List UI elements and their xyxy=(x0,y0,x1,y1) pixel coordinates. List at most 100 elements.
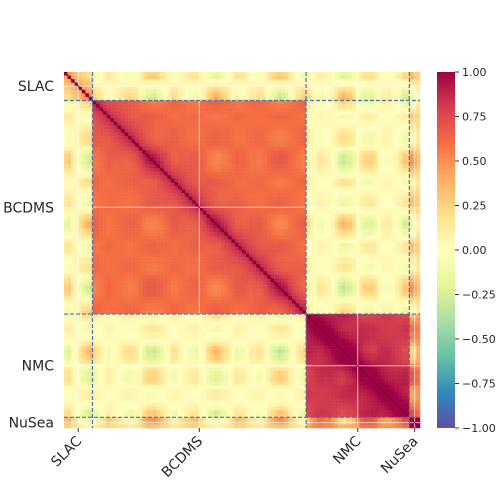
heatmap-cell xyxy=(352,185,357,190)
heatmap-cell xyxy=(345,79,350,83)
heatmap-cell xyxy=(99,203,104,208)
heatmap-cell xyxy=(366,132,371,137)
heatmap-cell xyxy=(142,175,147,180)
heatmap-cell xyxy=(195,175,200,180)
heatmap-cell xyxy=(128,217,132,222)
heatmap-cell xyxy=(138,118,143,123)
heatmap-cell xyxy=(135,72,140,76)
heatmap-cell xyxy=(78,104,83,108)
heatmap-cell xyxy=(64,125,68,130)
heatmap-cell xyxy=(409,89,414,94)
heatmap-cell xyxy=(270,217,275,222)
heatmap-cell xyxy=(377,189,382,194)
heatmap-cell xyxy=(238,132,243,137)
heatmap-cell xyxy=(124,203,129,208)
heatmap-cell xyxy=(341,235,346,240)
heatmap-cell xyxy=(313,242,318,247)
heatmap-cell xyxy=(96,189,100,194)
heatmap-cell xyxy=(270,182,275,187)
heatmap-cell xyxy=(327,121,332,126)
heatmap-cell xyxy=(149,79,154,83)
heatmap-cell xyxy=(277,93,282,98)
heatmap-cell xyxy=(78,82,83,87)
heatmap-cell xyxy=(85,114,90,119)
heatmap-cell xyxy=(209,232,214,237)
heatmap-cell xyxy=(306,175,310,180)
heatmap-cell xyxy=(363,175,367,180)
heatmap-cell xyxy=(170,114,175,119)
heatmap-cell xyxy=(120,125,125,130)
heatmap-cell xyxy=(120,136,125,140)
heatmap-cell xyxy=(128,104,132,108)
heatmap-cell xyxy=(138,157,143,162)
heatmap-cell xyxy=(320,239,325,244)
heatmap-cell xyxy=(395,111,399,115)
heatmap-cell xyxy=(284,185,289,190)
heatmap-cell xyxy=(302,132,307,137)
heatmap-cell xyxy=(160,86,164,91)
heatmap-cell xyxy=(252,185,257,190)
heatmap-cell xyxy=(341,185,346,190)
heatmap-cell xyxy=(366,89,371,94)
heatmap-cell xyxy=(74,214,79,219)
heatmap-cell xyxy=(266,210,271,215)
heatmap-cell xyxy=(71,89,75,94)
heatmap-cell xyxy=(284,93,289,98)
heatmap-cell xyxy=(370,93,374,98)
heatmap-cell xyxy=(291,143,296,148)
heatmap-cell xyxy=(270,235,275,240)
heatmap-cell xyxy=(384,89,389,94)
heatmap-cell xyxy=(238,136,243,140)
heatmap-cell xyxy=(78,96,83,101)
heatmap-cell xyxy=(81,171,86,176)
heatmap-cell xyxy=(217,175,221,180)
heatmap-cell xyxy=(238,157,243,162)
heatmap-cell xyxy=(313,150,318,155)
heatmap-cell xyxy=(110,200,115,204)
heatmap-cell xyxy=(85,185,90,190)
heatmap-cell xyxy=(74,143,79,148)
heatmap-cell xyxy=(373,72,378,76)
heatmap-cell xyxy=(395,100,399,105)
heatmap-cell xyxy=(67,235,72,240)
heatmap-cell xyxy=(242,146,246,151)
heatmap-cell xyxy=(217,75,221,80)
heatmap-cell xyxy=(64,111,68,115)
heatmap-cell xyxy=(259,121,264,126)
heatmap-cell xyxy=(131,164,136,169)
heatmap-cell xyxy=(302,96,307,101)
heatmap-cell xyxy=(88,225,93,229)
heatmap-cell xyxy=(202,150,207,155)
heatmap-cell xyxy=(331,239,335,244)
heatmap-cell xyxy=(64,104,68,108)
heatmap-cell xyxy=(395,242,399,247)
heatmap-cell xyxy=(327,242,332,247)
heatmap-cell xyxy=(309,118,314,123)
heatmap-cell xyxy=(256,121,261,126)
heatmap-cell xyxy=(395,161,399,165)
heatmap-cell xyxy=(71,217,75,222)
heatmap-cell xyxy=(284,146,289,151)
heatmap-cell xyxy=(124,164,129,169)
heatmap-cell xyxy=(266,168,271,172)
heatmap-cell xyxy=(170,82,175,87)
heatmap-cell xyxy=(120,79,125,83)
heatmap-cell xyxy=(316,161,321,165)
heatmap-cell xyxy=(284,136,289,140)
heatmap-cell xyxy=(220,86,225,91)
heatmap-cell xyxy=(74,93,79,98)
heatmap-cell xyxy=(181,72,186,76)
heatmap-cell xyxy=(181,107,186,112)
heatmap-cell xyxy=(188,82,193,87)
heatmap-cell xyxy=(199,242,204,247)
heatmap-cell xyxy=(103,153,107,158)
heatmap-cell xyxy=(106,107,111,112)
heatmap-cell xyxy=(106,232,111,237)
heatmap-cell xyxy=(348,214,353,219)
heatmap-cell xyxy=(99,235,104,240)
heatmap-cell xyxy=(67,107,72,112)
heatmap-cell xyxy=(177,139,182,144)
heatmap-cell xyxy=(398,93,403,98)
heatmap-cell xyxy=(316,132,321,137)
heatmap-cell xyxy=(78,164,83,169)
